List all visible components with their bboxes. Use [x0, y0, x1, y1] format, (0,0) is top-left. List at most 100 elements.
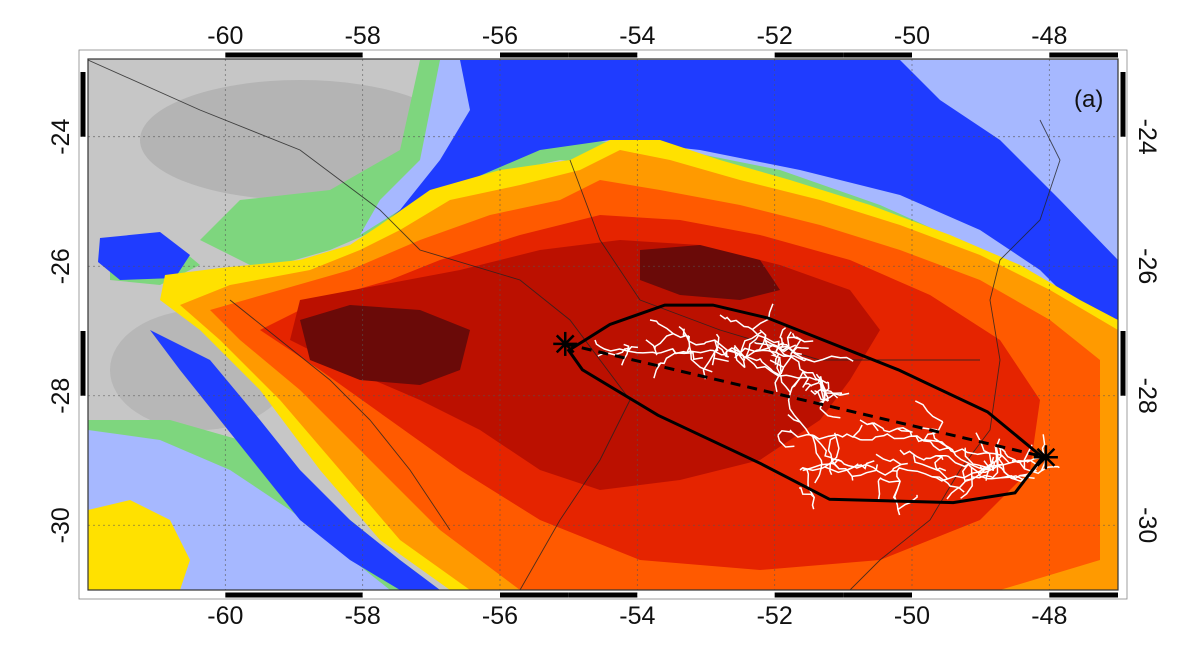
flash-channel — [711, 339, 719, 366]
flash-channel — [961, 463, 969, 482]
lat-tick-label-left: -26 — [47, 248, 75, 284]
outer-frame — [78, 49, 1128, 600]
lon-tick-label-top: -58 — [345, 22, 381, 50]
flash-channel — [819, 382, 830, 409]
lon-tick-label-bottom: -60 — [207, 602, 243, 630]
lat-tick-label-left: -28 — [47, 378, 75, 414]
flash-channel — [852, 424, 863, 438]
flash-channel — [875, 453, 902, 466]
flash-channel — [727, 349, 746, 368]
lon-tick-label-bottom: -52 — [757, 602, 793, 630]
star-marker-end — [1033, 445, 1058, 470]
lon-tick-label-top: -52 — [757, 22, 793, 50]
flash-channel — [759, 344, 789, 352]
flash-channel — [960, 467, 973, 499]
lat-tick-label-right: -26 — [1133, 248, 1161, 284]
flash-channel — [649, 319, 829, 384]
flash-channel — [744, 334, 767, 358]
panel-label: (a) — [1074, 86, 1103, 113]
top-lon-axis: -60 -58 -56 -54 -52 -50 -48 — [88, 22, 1118, 58]
flash-channel — [829, 463, 833, 475]
flash-channel — [799, 458, 1012, 482]
lat-tick-label-left: -30 — [47, 507, 75, 543]
flash-channel — [824, 463, 859, 474]
lon-tick-label-bottom: -58 — [345, 602, 381, 630]
lat-tick-label-right: -24 — [1133, 119, 1161, 155]
flash-channel — [935, 466, 947, 472]
flash-channel — [819, 376, 827, 401]
flash-channel — [859, 419, 1025, 483]
flash-channel — [789, 371, 807, 393]
flash-channel — [964, 472, 982, 483]
flash-channel — [990, 446, 999, 480]
flash-channel — [914, 400, 944, 423]
lon-tick-label-top: -48 — [1031, 22, 1067, 50]
flash-channel — [802, 371, 810, 388]
flash-channel — [733, 344, 744, 357]
flash-channel — [744, 355, 761, 362]
flash-channel — [774, 375, 780, 393]
flash-channel — [827, 436, 836, 451]
flash-channel — [934, 456, 943, 468]
flash-channel — [833, 463, 847, 470]
flash-channel — [788, 347, 804, 360]
lon-tick-label-bottom: -56 — [482, 602, 518, 630]
flash-channel — [791, 332, 802, 341]
lon-tick-label-bottom: -54 — [619, 602, 655, 630]
flash-channel — [877, 480, 881, 501]
flash-channel — [725, 351, 729, 358]
flash-channel — [719, 314, 839, 399]
flash-channel — [653, 362, 662, 379]
flash-channel — [759, 329, 833, 463]
yellow-cloud-edge — [88, 500, 190, 590]
flash-channel — [654, 352, 676, 367]
lat-tick-label-right: -30 — [1133, 507, 1161, 543]
maroon-cloud-core — [640, 245, 780, 300]
flash-channel — [892, 471, 901, 501]
flash-channel — [814, 464, 823, 484]
star-marker-start — [553, 331, 578, 356]
flash-channel — [715, 333, 726, 355]
flash-channel — [799, 487, 815, 498]
flash-channel — [780, 331, 792, 352]
map-frame — [87, 58, 1119, 591]
left-lat-axis: -24 -26 -28 -30 — [47, 71, 86, 590]
blue-cloud-band — [150, 330, 440, 590]
flash-channel — [899, 449, 1027, 482]
flash-channel — [807, 487, 815, 510]
flash-channel — [992, 459, 998, 471]
flash-endpoints — [553, 331, 1058, 470]
lat-tick-label-right: -28 — [1133, 378, 1161, 414]
flash-channel — [787, 336, 814, 343]
lon-tick-label-top: -56 — [482, 22, 518, 50]
flash-channel — [1000, 473, 1030, 480]
flash-extent-line — [564, 342, 1047, 459]
flash-channel — [594, 339, 854, 363]
lat-tick-label-left: -24 — [47, 119, 75, 155]
lon-tick-label-top: -50 — [894, 22, 930, 50]
flash-channel — [822, 392, 842, 402]
flash-channel — [997, 445, 1019, 464]
flash-channel — [979, 460, 995, 471]
flash-channel — [787, 414, 801, 423]
flash-channel — [754, 341, 773, 347]
lon-tick-label-bottom: -50 — [894, 602, 930, 630]
lon-tick-label-bottom: -48 — [1031, 602, 1067, 630]
flash-channel — [891, 462, 908, 472]
lon-tick-label-top: -60 — [207, 22, 243, 50]
flash-channel — [832, 392, 843, 396]
flash-channel — [745, 335, 760, 357]
flash-channel — [777, 430, 792, 436]
bottom-lon-axis: -60 -58 -56 -54 -52 -50 -48 — [88, 592, 1118, 630]
flash-channel — [733, 346, 746, 369]
flash-channel — [845, 468, 854, 481]
flash-channel — [777, 435, 795, 448]
graticule — [88, 59, 1118, 590]
blue-cloud-band — [350, 60, 1118, 330]
flash-channel — [774, 347, 780, 365]
flash-channel — [789, 429, 1027, 464]
cloud-top-field — [88, 59, 1118, 590]
maroon-cloud-core — [300, 305, 470, 385]
